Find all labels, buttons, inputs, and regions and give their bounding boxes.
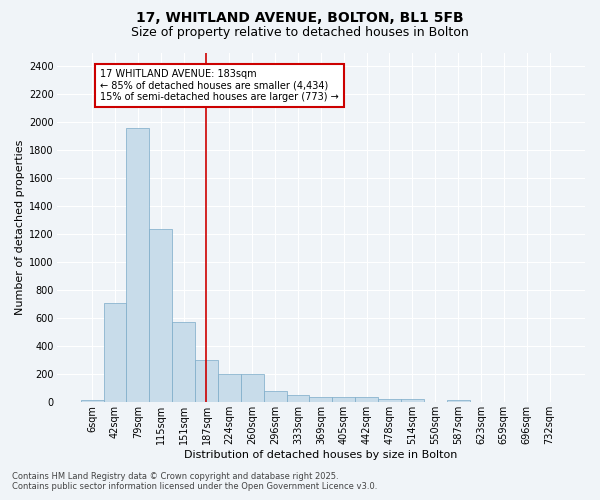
Bar bbox=[263, 391, 287, 402]
Bar bbox=[355, 398, 378, 402]
Bar bbox=[127, 128, 149, 402]
Bar bbox=[332, 396, 355, 402]
Bar bbox=[172, 322, 195, 402]
Bar bbox=[287, 396, 310, 402]
Bar bbox=[81, 400, 104, 402]
Bar bbox=[310, 396, 332, 402]
Bar bbox=[149, 229, 172, 402]
Bar bbox=[446, 400, 470, 402]
Bar bbox=[195, 360, 218, 403]
X-axis label: Distribution of detached houses by size in Bolton: Distribution of detached houses by size … bbox=[184, 450, 458, 460]
Text: 17, WHITLAND AVENUE, BOLTON, BL1 5FB: 17, WHITLAND AVENUE, BOLTON, BL1 5FB bbox=[136, 11, 464, 25]
Bar bbox=[401, 400, 424, 402]
Text: Contains HM Land Registry data © Crown copyright and database right 2025.
Contai: Contains HM Land Registry data © Crown c… bbox=[12, 472, 377, 491]
Bar bbox=[241, 374, 263, 402]
Bar bbox=[104, 303, 127, 402]
Text: Size of property relative to detached houses in Bolton: Size of property relative to detached ho… bbox=[131, 26, 469, 39]
Bar bbox=[218, 374, 241, 402]
Y-axis label: Number of detached properties: Number of detached properties bbox=[15, 140, 25, 315]
Bar bbox=[378, 399, 401, 402]
Text: 17 WHITLAND AVENUE: 183sqm
← 85% of detached houses are smaller (4,434)
15% of s: 17 WHITLAND AVENUE: 183sqm ← 85% of deta… bbox=[100, 70, 339, 102]
